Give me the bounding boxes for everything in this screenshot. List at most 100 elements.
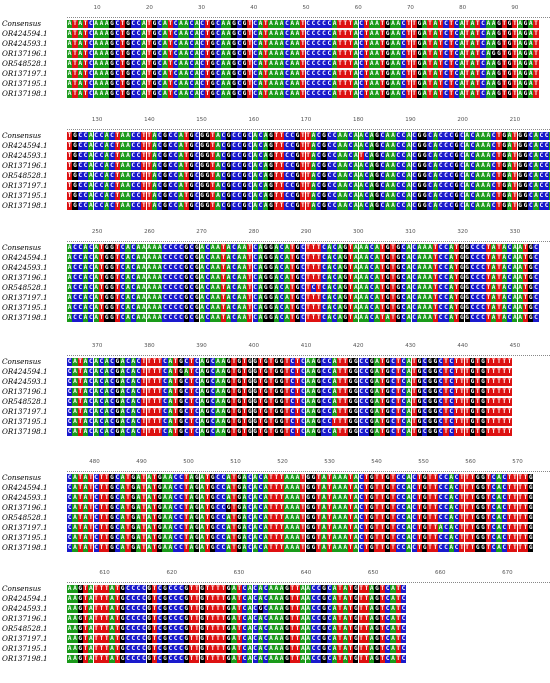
nucleotide-cell: C	[114, 80, 120, 88]
nucleotide-cell: A	[104, 40, 110, 48]
nucleotide-cell: G	[151, 20, 158, 28]
sequence-name-label: OR424593.1	[2, 605, 48, 613]
nucleotide-cell: C	[88, 90, 94, 98]
nucleotide-cell: A	[279, 30, 285, 38]
ruler-tick-label: 190	[405, 117, 416, 123]
nucleotide-cell: A	[141, 50, 147, 58]
nucleotide-cell: T	[533, 30, 539, 38]
nucleotide-cell: C	[130, 70, 136, 78]
nucleotide-cell: C	[252, 60, 258, 68]
nucleotide-cell: G	[210, 70, 216, 78]
nucleotide-cell: T	[512, 30, 518, 38]
nucleotide-cell: C	[305, 20, 311, 28]
nucleotide-cell: A	[469, 30, 476, 38]
nucleotide-cell: A	[226, 60, 232, 68]
nucleotide-cell: C	[215, 50, 221, 58]
nucleotide-cell: T	[120, 50, 126, 58]
nucleotide-cell: T	[120, 70, 126, 78]
nucleotide-cell: A	[273, 30, 279, 38]
nucleotide-cell: G	[528, 484, 534, 492]
nucleotide-cell: A	[374, 80, 380, 88]
nucleotide-cell: A	[422, 20, 428, 28]
ruler-tick-label: 60	[355, 5, 362, 11]
nucleotide-cell: A	[257, 80, 264, 88]
nucleotide-cell: C	[358, 40, 364, 48]
nucleotide-cell: C	[400, 40, 407, 48]
nucleotide-cell: T	[167, 50, 173, 58]
nucleotide-cell: A	[183, 90, 189, 98]
sequence-name-label: OR424594.1	[2, 30, 48, 38]
nucleotide-cell: T	[406, 80, 412, 88]
nucleotide-cell: T	[247, 30, 253, 38]
nucleotide-cell: A	[162, 90, 168, 98]
nucleotide-cell: C	[400, 80, 407, 88]
nucleotide-cell: C	[114, 70, 120, 78]
nucleotide-cell: C	[321, 80, 327, 88]
nucleotide-cell: T	[146, 80, 152, 88]
nucleotide-cell: A	[268, 30, 274, 38]
nucleotide-cell: A	[273, 80, 279, 88]
sequence-name-label: OR137195.1	[2, 80, 48, 88]
ruler-tick-label: 390	[196, 343, 207, 349]
nucleotide-cell: T	[146, 20, 152, 28]
nucleotide-cell: A	[178, 40, 184, 48]
nucleotide-cell: C	[400, 645, 407, 653]
nucleotide-cell: A	[220, 70, 226, 78]
nucleotide-cell: A	[98, 60, 105, 68]
sequence-name-label: OR137196.1	[2, 162, 48, 170]
nucleotide-cell: T	[427, 20, 433, 28]
nucleotide-cell: C	[358, 90, 364, 98]
nucleotide-cell: G	[528, 524, 534, 532]
nucleotide-cell: A	[459, 50, 465, 58]
nucleotide-cell: T	[411, 70, 417, 78]
nucleotide-cell: G	[210, 90, 216, 98]
nucleotide-cell: A	[491, 20, 497, 28]
nucleotide-cell: A	[178, 70, 184, 78]
nucleotide-cell: A	[294, 80, 301, 88]
nucleotide-cell: A	[469, 40, 476, 48]
nucleotide-cell: G	[506, 80, 513, 88]
sequence-name-label: OR137197.1	[2, 524, 48, 532]
nucleotide-cell: G	[109, 40, 115, 48]
nucleotide-cell: C	[199, 20, 205, 28]
nucleotide-cell: C	[305, 60, 311, 68]
nucleotide-cell: T	[363, 20, 370, 28]
nucleotide-cell: C	[188, 90, 195, 98]
nucleotide-cell: T	[438, 30, 444, 38]
ruler-tick-label: 640	[301, 570, 312, 576]
nucleotide-cell: A	[77, 80, 83, 88]
nucleotide-cell: C	[199, 70, 205, 78]
nucleotide-cell: C	[453, 50, 460, 58]
nucleotide-cell: T	[120, 90, 126, 98]
nucleotide-cell: T	[411, 60, 417, 68]
nucleotide-cell: A	[67, 80, 73, 88]
nucleotide-cell: C	[310, 30, 317, 38]
nucleotide-cell: A	[517, 30, 523, 38]
nucleotide-cell: A	[390, 70, 396, 78]
sequence-name-label: OR137196.1	[2, 50, 48, 58]
nucleotide-cell: A	[178, 80, 184, 88]
nucleotide-cell: T	[300, 80, 306, 88]
nucleotide-cell: T	[342, 50, 348, 58]
nucleotide-cell: T	[82, 20, 89, 28]
nucleotide-cell: A	[141, 20, 147, 28]
nucleotide-cell: G	[210, 40, 216, 48]
nucleotide-cell: T	[347, 20, 354, 28]
nucleotide-cell: T	[464, 30, 470, 38]
nucleotide-cell: G	[109, 90, 115, 98]
nucleotide-cell: A	[268, 40, 274, 48]
nucleotide-cell: A	[194, 80, 200, 88]
nucleotide-cell: T	[247, 90, 253, 98]
nucleotide-cell: C	[157, 30, 163, 38]
nucleotide-cell: G	[506, 40, 513, 48]
sequence-name-label: OR137198.1	[2, 314, 48, 322]
nucleotide-cell: A	[459, 80, 465, 88]
nucleotide-cell: A	[141, 30, 147, 38]
nucleotide-cell: C	[284, 40, 290, 48]
nucleotide-cell: T	[167, 80, 173, 88]
nucleotide-cell: T	[411, 20, 417, 28]
nucleotide-cell: T	[72, 50, 78, 58]
ruler-tick-label: 90	[511, 5, 518, 11]
nucleotide-cell: C	[135, 70, 142, 78]
nucleotide-cell: C	[326, 30, 332, 38]
